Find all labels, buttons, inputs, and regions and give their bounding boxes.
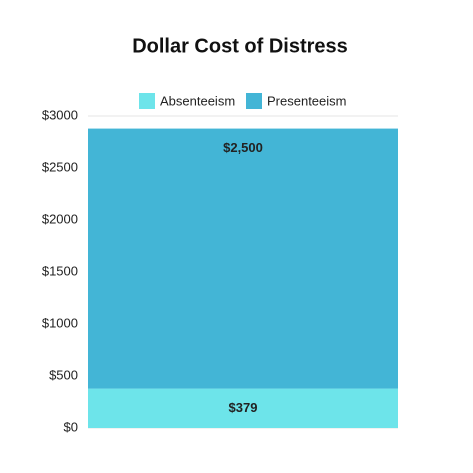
- legend-label: Presenteeism: [267, 93, 346, 108]
- chart-title: Dollar Cost of Distress: [132, 35, 348, 57]
- y-tick-label: $3000: [42, 107, 78, 122]
- legend-swatch: [139, 93, 155, 109]
- data-label: $2,500: [223, 140, 263, 155]
- y-tick-label: $500: [49, 367, 78, 382]
- y-tick-label: $1000: [42, 315, 78, 330]
- y-tick-label: $2500: [42, 159, 78, 174]
- y-tick-label: $1500: [42, 263, 78, 278]
- data-label: $379: [229, 400, 258, 415]
- bar-segment: [88, 128, 398, 389]
- legend-label: Absenteeism: [160, 93, 235, 108]
- legend-swatch: [246, 93, 262, 109]
- y-tick-label: $2000: [42, 211, 78, 226]
- y-tick-label: $0: [64, 419, 78, 434]
- bar-segment: [88, 388, 398, 428]
